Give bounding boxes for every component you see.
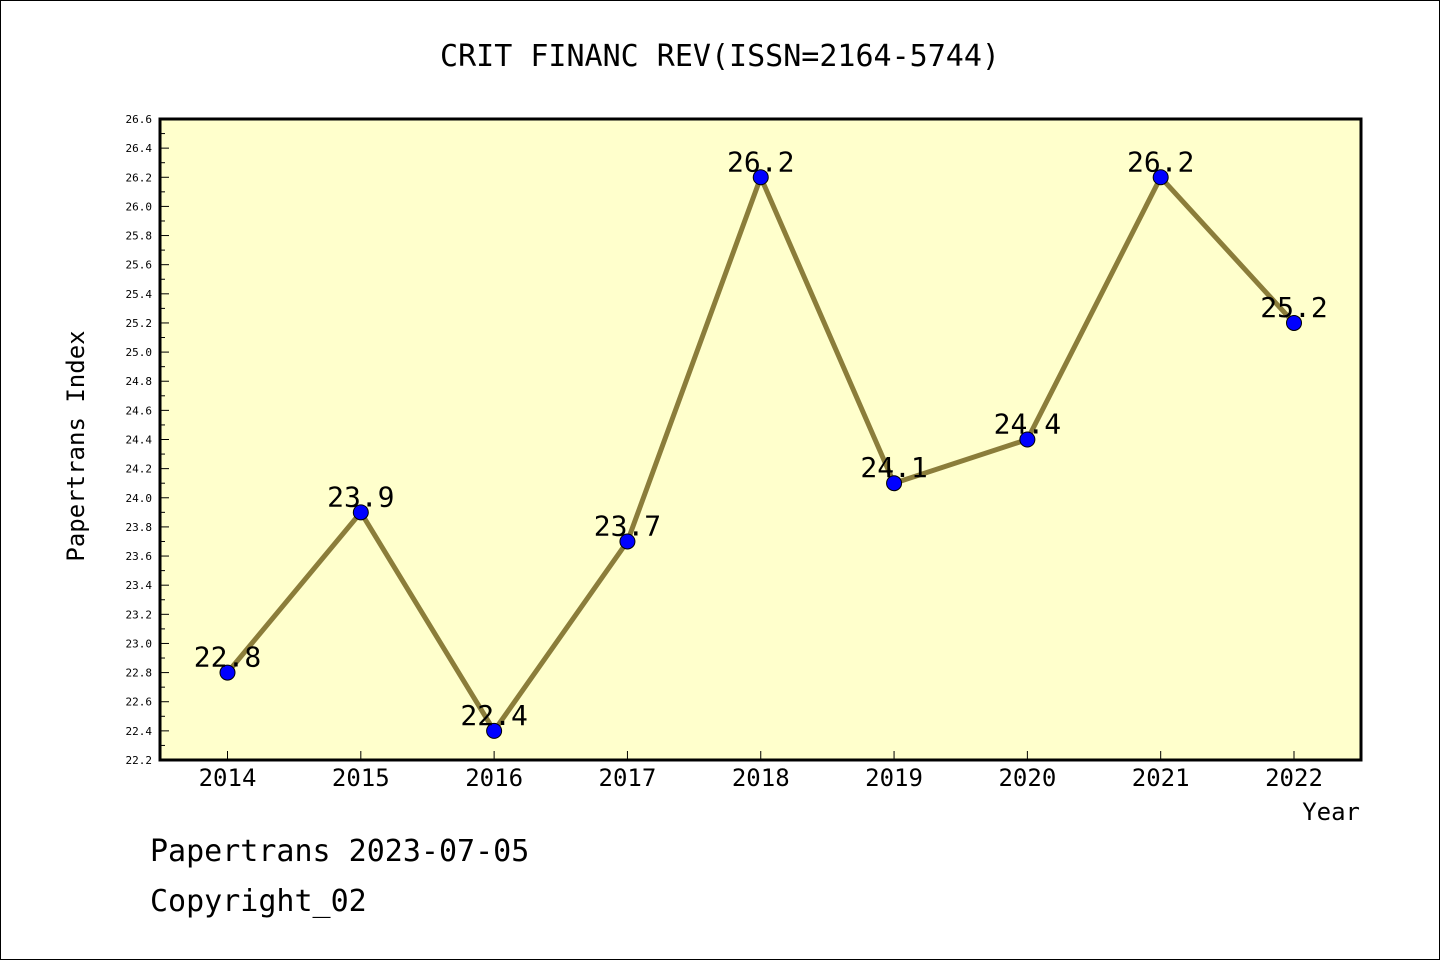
y-tick-label: 25.2 [126,317,153,330]
y-tick-label: 22.2 [126,754,153,767]
data-point [1286,314,1302,331]
x-tick-label: 2019 [865,764,923,792]
x-axis-label: Year [1302,798,1360,826]
data-label: 24.4 [994,408,1061,441]
y-tick-label: 24.0 [126,492,153,505]
x-tick-label: 2018 [732,764,790,792]
data-point [352,504,369,521]
x-tick-label: 2022 [1265,764,1323,792]
series-layer: 22.8 23.9 22.4 23.7 26.2 24.1 24.4 26.2 25.2 [194,145,1328,739]
x-tick-label: 2016 [465,764,523,792]
y-tick-label: 25.0 [126,346,153,359]
y-tick-label: 25.4 [126,288,153,301]
y-tick-label: 25.6 [126,259,153,272]
y-tick-label: 22.8 [126,667,153,680]
y-tick-label: 26.0 [126,200,153,213]
data-point [752,169,769,186]
x-tick-label: 2014 [199,764,257,792]
data-point [619,533,636,550]
footer-date: Papertrans 2023-07-05 [150,834,530,869]
y-tick-label: 23.6 [126,550,153,563]
data-point [1019,431,1036,448]
y-tick-label: 26.4 [126,142,153,155]
y-tick-label: 23.4 [126,579,153,592]
y-tick-label: 26.6 [126,113,153,126]
plot-area [160,119,1361,760]
data-point [886,475,903,492]
plot-border [158,117,1363,762]
x-tick-label: 2017 [599,764,657,792]
x-tick-label: 2015 [332,764,390,792]
x-axis-ticks: 2014 2015 2016 2017 2018 2019 2020 2021 2022 [199,751,1323,792]
footer-copyright: Copyright_02 [150,884,367,919]
data-point [1152,169,1169,186]
y-tick-label: 24.4 [126,434,153,447]
data-label: 23.9 [327,480,394,513]
y-tick-label: 22.4 [126,725,153,738]
y-tick-label: 24.6 [126,404,153,417]
data-label: 22.8 [194,641,261,674]
data-point [486,722,503,739]
y-tick-label: 24.8 [126,375,153,388]
data-label: 22.4 [460,699,527,732]
y-tick-label: 24.2 [126,463,153,476]
data-label: 26.2 [1127,145,1194,178]
y-tick-label: 26.2 [126,171,153,184]
y-axis-ticks: 22.2 22.4 22.6 22.8 23.0 23.2 23.4 23.6 23.8 24.0… [126,113,169,767]
y-tick-label: 25.8 [126,230,153,243]
y-tick-label: 23.8 [126,521,153,534]
y-tick-label: 22.6 [126,696,153,709]
y-tick-label: 23.2 [126,608,153,621]
x-tick-label: 2021 [1132,764,1190,792]
data-label: 23.7 [594,509,661,542]
x-tick-label: 2020 [998,764,1056,792]
chart-title: CRIT FINANC REV(ISSN=2164-5744) [440,39,1000,74]
data-point [219,664,236,681]
y-axis-label: Papertrans Index [62,330,90,561]
data-label: 24.1 [860,451,927,484]
data-label: 25.2 [1260,291,1327,324]
y-tick-label: 23.0 [126,637,153,650]
data-label: 26.2 [727,145,794,178]
